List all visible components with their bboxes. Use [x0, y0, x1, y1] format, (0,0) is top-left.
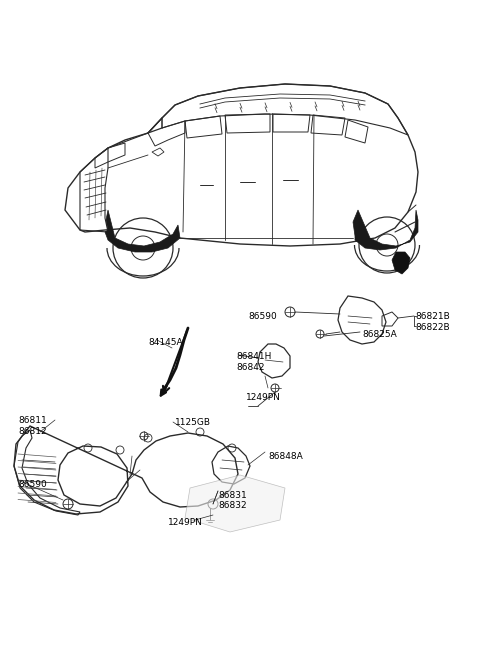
Polygon shape: [392, 252, 410, 274]
Text: 86841H: 86841H: [236, 352, 271, 361]
Polygon shape: [185, 475, 285, 532]
Text: 86825A: 86825A: [362, 330, 397, 339]
Text: 86842: 86842: [236, 363, 264, 372]
Text: 86832: 86832: [218, 501, 247, 510]
Text: 86811: 86811: [18, 416, 47, 425]
Text: 86822B: 86822B: [415, 323, 450, 332]
Text: 86848A: 86848A: [268, 452, 303, 461]
Text: 84145A: 84145A: [148, 338, 182, 347]
Text: 86821B: 86821B: [415, 312, 450, 321]
Text: 1249PN: 1249PN: [168, 518, 203, 527]
Polygon shape: [353, 210, 418, 250]
Text: 86831: 86831: [218, 491, 247, 500]
Text: 1125GB: 1125GB: [175, 418, 211, 427]
Text: 86590: 86590: [18, 480, 47, 489]
Text: 1249PN: 1249PN: [246, 393, 281, 402]
Polygon shape: [105, 210, 180, 252]
Text: 86812: 86812: [18, 427, 47, 436]
Text: 86590: 86590: [248, 312, 277, 321]
